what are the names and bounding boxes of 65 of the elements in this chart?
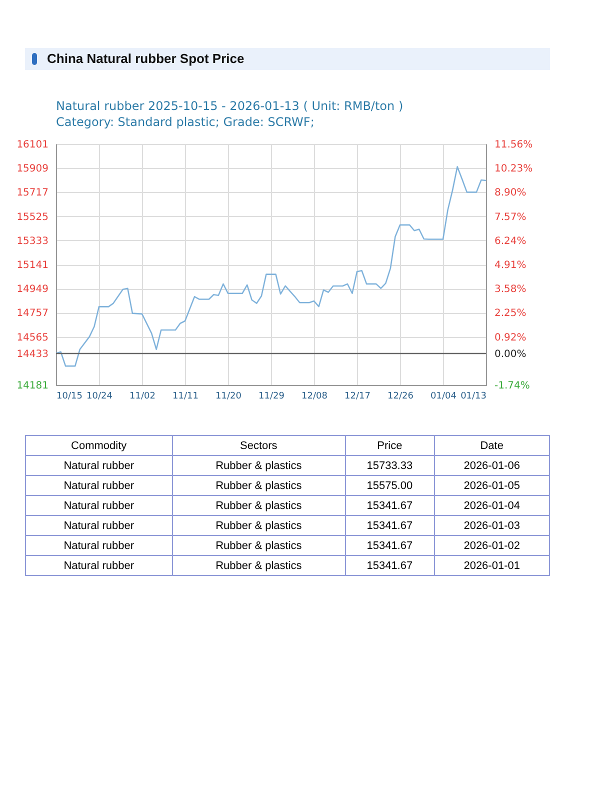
text: Commodity: [26, 436, 172, 456]
text: Rubber & plastics: [172, 476, 346, 496]
text: China Natural rubber Spot Price: [47, 50, 244, 68]
text: Natural rubber: [26, 456, 172, 476]
y2-tick-label: 0.00%: [494, 348, 526, 360]
text: Natural rubber: [26, 496, 172, 516]
y2-tick-label: -1.74%: [494, 380, 530, 392]
y2-tick-label: 2.25%: [494, 308, 526, 320]
chart-title: Natural rubber 2025-10-15 - 2026-01-13 ( Unit: RMB/ton ): [56, 99, 404, 113]
text: 2026-01-04: [434, 496, 550, 516]
text: Rubber & plastics: [172, 456, 346, 476]
text: 2026-01-02: [434, 536, 550, 556]
x-tick-label: 11/11: [172, 392, 198, 402]
text: Natural rubber: [26, 476, 172, 496]
x-tick-label: 10/15: [56, 392, 82, 402]
y2-tick-label: 3.58%: [494, 284, 526, 296]
text: 2026-01-06: [434, 456, 550, 476]
y2-tick-label: 11.56%: [494, 140, 533, 150]
text: 2026-01-05: [434, 476, 550, 496]
y-tick-label: 15525: [16, 212, 48, 223]
text: Rubber & plastics: [172, 496, 346, 516]
x-tick-label: 12/26: [388, 392, 414, 402]
y-tick-label: 14757: [16, 308, 48, 320]
text: Rubber & plastics: [172, 516, 346, 536]
line-series: [55, 166, 487, 367]
chart-subtitle: Category: Standard plastic; Grade: SCRWF;: [56, 115, 314, 129]
y2-tick-label: 8.90%: [494, 188, 526, 199]
text: 15341.67: [345, 496, 434, 516]
text: 15733.33: [345, 456, 434, 476]
x-tick-label: 11/02: [130, 392, 156, 402]
x-tick-label: 11/20: [216, 392, 242, 402]
y2-tick-label: 10.23%: [494, 164, 533, 175]
y2-tick-label: 0.92%: [494, 332, 526, 344]
y-tick-label: 14181: [16, 380, 48, 392]
x-tick-label: 10/24: [86, 392, 113, 402]
text: Sectors: [172, 436, 346, 456]
y-tick-label: 14949: [16, 284, 48, 296]
y-tick-label: 14565: [16, 332, 48, 344]
x-tick-label: 12/08: [302, 392, 328, 402]
text: Rubber & plastics: [172, 536, 346, 556]
y-tick-label: 14433: [16, 348, 48, 360]
y-tick-label: 15141: [16, 260, 48, 271]
y2-tick-label: 7.57%: [494, 212, 526, 223]
x-tick-label: 01/13: [460, 392, 486, 402]
y2-tick-label: 4.91%: [494, 260, 526, 271]
text: Rubber & plastics: [172, 556, 346, 576]
text: Price: [345, 436, 434, 456]
y-tick-label: 16101: [16, 140, 48, 150]
text: 15575.00: [345, 476, 434, 496]
y-tick-label: 15717: [16, 188, 48, 199]
y2-tick-label: 6.24%: [494, 236, 526, 247]
text: 15341.67: [345, 516, 434, 536]
text: Natural rubber: [26, 536, 172, 556]
y-tick-label: 15909: [16, 164, 48, 175]
text: 2026-01-01: [434, 556, 550, 576]
y-tick-label: 15333: [16, 236, 48, 247]
x-tick-label: 12/17: [344, 392, 370, 402]
x-tick-label: 11/29: [258, 392, 285, 402]
text: Date: [434, 436, 550, 456]
text: Natural rubber: [26, 556, 172, 576]
x-tick-label: 01/04: [430, 392, 457, 402]
text: 15341.67: [345, 536, 434, 556]
text: 15341.67: [345, 556, 434, 576]
text: 2026-01-03: [434, 516, 550, 536]
text: Natural rubber: [26, 516, 172, 536]
